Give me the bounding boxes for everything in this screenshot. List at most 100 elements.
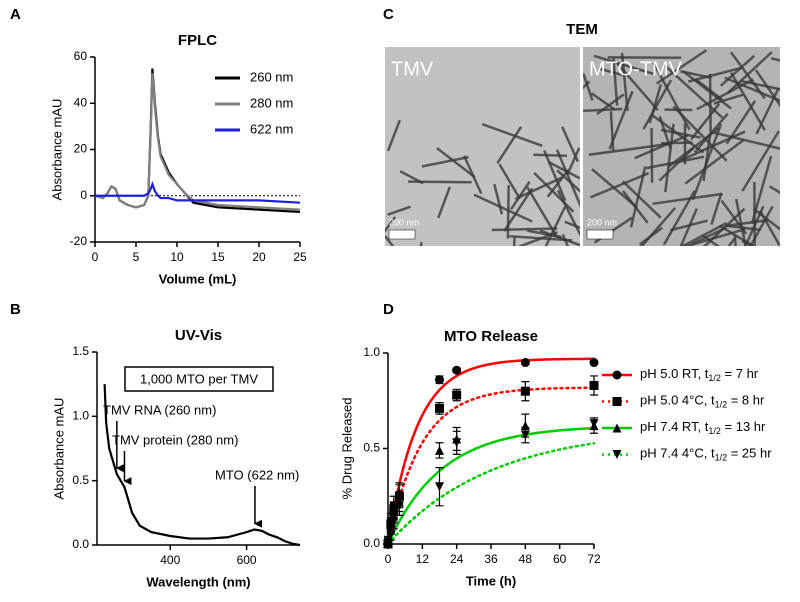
scale-bar-label: 200 nm [587,217,617,227]
chart-title: UV-Vis [175,327,222,344]
legend-label-part: 1/2 [708,373,721,383]
panel-label: C [383,6,394,23]
rod [590,92,616,111]
data-point [435,482,444,492]
rod [740,79,780,91]
rod [546,169,570,198]
rod [564,220,580,230]
rod [498,163,521,200]
data-point [520,430,530,440]
data-point [452,390,462,400]
data-point [394,501,404,511]
rod [696,78,754,111]
legend-label: pH 5.0 4°C, t1/2 = 8 hr [640,393,765,410]
fit-curve [386,442,596,546]
data-line [95,180,301,204]
legend-label-part: = 8 hr [727,393,765,408]
rod [663,64,724,119]
rod [590,172,650,199]
data-point [435,445,444,455]
rod [694,78,724,101]
y-tick-label: 1.5 [72,344,89,358]
rod [517,231,558,246]
scale-bar [388,229,416,240]
x-tick-label: 600 [237,553,257,567]
rod [473,193,533,223]
y-tick-label: 60 [74,49,88,63]
data-point [386,529,396,539]
legend-label: 260 nm [250,69,293,84]
note: 1,000 MTO per TMV [140,371,258,386]
rod [638,226,664,246]
data-line [94,73,301,211]
legend-marker [612,423,622,433]
data-point [452,365,462,375]
rod [491,227,558,232]
legend-label: pH 7.4 RT, t1/2 = 13 hr [640,419,766,436]
rod [493,183,504,215]
rod [556,189,580,237]
legend-label-part: pH 7.4 4°C, t [640,446,715,461]
rod [514,176,563,201]
rod [583,72,594,101]
rod [768,185,780,195]
panel-label: D [383,301,394,318]
rod [496,126,523,164]
legend-label: 280 nm [250,95,293,110]
rod [510,180,531,210]
x-tick-label: 15 [211,250,225,264]
rod [566,147,580,175]
x-tick-label: 36 [484,552,498,566]
x-tick-label: 20 [252,250,266,264]
y-tick-label: 1.0 [363,345,380,359]
x-axis-label: Time (h) [466,573,516,588]
rod [710,192,723,225]
legend-label-part: = 7 hr [721,366,759,381]
data-point [520,358,530,368]
y-tick-label: 0.0 [72,537,89,551]
legend-label-part: 1/2 [715,400,728,410]
data-point [435,403,444,413]
x-tick-label: 60 [553,552,567,566]
y-axis-label: Absorbance mAU [49,99,64,201]
rod [509,234,573,242]
rod [598,67,627,78]
y-axis-label: % Drug Released [339,398,354,500]
x-axis-label: Wavelength (nm) [146,574,250,589]
legend-label-part: 1/2 [715,453,728,463]
rod [386,119,401,152]
x-tick-label: 12 [416,552,430,566]
rod [612,57,619,106]
rod [481,122,543,147]
legend-label-part: pH 5.0 4°C, t [640,393,715,408]
y-tick-label: 40 [74,95,88,109]
x-tick-label: 48 [519,552,533,566]
fit-curve [386,386,596,546]
rod [387,205,411,216]
rod [408,180,472,184]
chart-title: MTO Release [444,328,538,345]
rod [741,130,780,192]
rod [512,236,516,246]
rod [655,49,708,85]
rod [543,150,567,202]
x-tick-label: 0 [385,552,392,566]
rod [719,54,756,87]
rod [650,127,654,183]
x-tick-label: 10 [170,250,184,264]
x-tick-label: 400 [160,553,180,567]
rod [744,205,765,246]
rod [385,216,397,234]
y-tick-label: -20 [70,234,88,248]
data-line [94,68,301,214]
x-tick-label: 24 [450,552,464,566]
rod [555,149,580,208]
legend-label: pH 7.4 4°C, t1/2 = 25 hr [640,446,772,463]
y-tick-label: 1.0 [72,409,89,423]
legend-label-part: = 25 hr [727,446,772,461]
rod [646,155,705,170]
annotation: MTO (622 nm) [215,467,299,482]
note-box [124,366,274,392]
data-point [589,380,599,390]
image-label: MTO-TMV [589,58,683,80]
